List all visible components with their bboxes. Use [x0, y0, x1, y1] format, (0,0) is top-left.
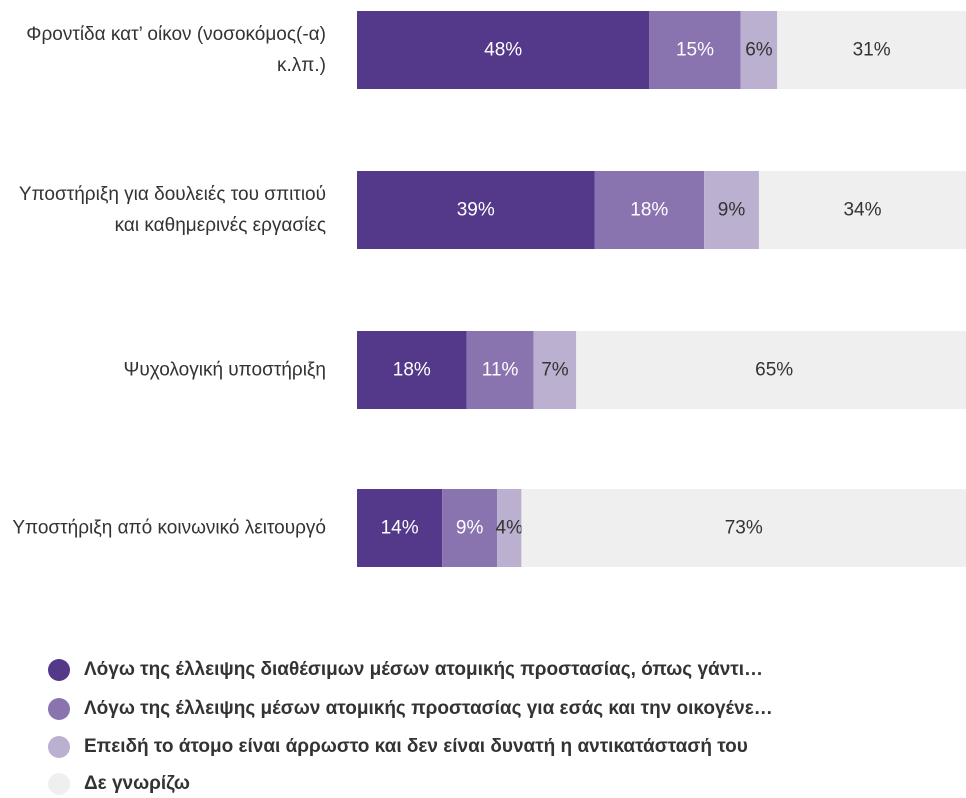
data-label: 14% [381, 518, 419, 539]
bar-segment [533, 331, 577, 409]
data-label: 31% [853, 40, 891, 61]
legend-swatch [48, 736, 70, 758]
bar-segment [357, 331, 467, 409]
legend-label: Δε γνωρίζω [84, 773, 190, 794]
data-label: 9% [456, 518, 484, 539]
bar-segment [497, 489, 522, 567]
bar-segment [521, 489, 966, 567]
category-label: Υποστήριξη για δουλειές του σπιτιού και … [18, 184, 326, 236]
bar-segment [777, 11, 966, 89]
bar-segment [649, 11, 741, 89]
legend-label: Λόγω της έλλειψης διαθέσιμων μέσων ατομι… [84, 659, 764, 680]
bar-segment [357, 171, 595, 249]
bar-segment [704, 171, 759, 249]
legend-swatch [48, 659, 70, 681]
bar-segment [740, 11, 778, 89]
bar-segment [357, 11, 650, 89]
bar-segment [758, 171, 966, 249]
data-label: 18% [393, 360, 431, 381]
data-label: 34% [843, 200, 881, 221]
data-label: 9% [718, 200, 746, 221]
data-label: 15% [676, 40, 714, 61]
data-label: 18% [630, 200, 668, 221]
data-label: 6% [745, 40, 773, 61]
category-label: Υποστήριξη από κοινωνικό λειτουργό [12, 517, 326, 539]
data-label: 11% [482, 360, 519, 381]
bar-segment [357, 489, 443, 567]
data-label: 65% [755, 360, 793, 381]
bar-segment [594, 171, 705, 249]
data-label: 39% [457, 200, 495, 221]
data-label: 7% [541, 360, 569, 381]
data-label: 4% [496, 518, 524, 539]
bar-segment [466, 331, 534, 409]
legend-label: Λόγω της έλλειψης μέσων ατομικής προστασ… [84, 698, 773, 719]
category-label: Ψυχολογική υποστήριξη [123, 359, 326, 381]
legend-swatch [48, 773, 70, 795]
legend-swatch [48, 698, 70, 720]
bar-segment [576, 331, 966, 409]
category-label: Φροντίδα κατ’ οίκον (νοσοκόμος(-α) κ.λπ.… [26, 24, 326, 76]
data-label: 73% [725, 518, 763, 539]
legend-label: Επειδή το άτομο είναι άρρωστο και δεν εί… [84, 736, 748, 757]
bar-segment [442, 489, 498, 567]
data-label: 48% [484, 40, 522, 61]
